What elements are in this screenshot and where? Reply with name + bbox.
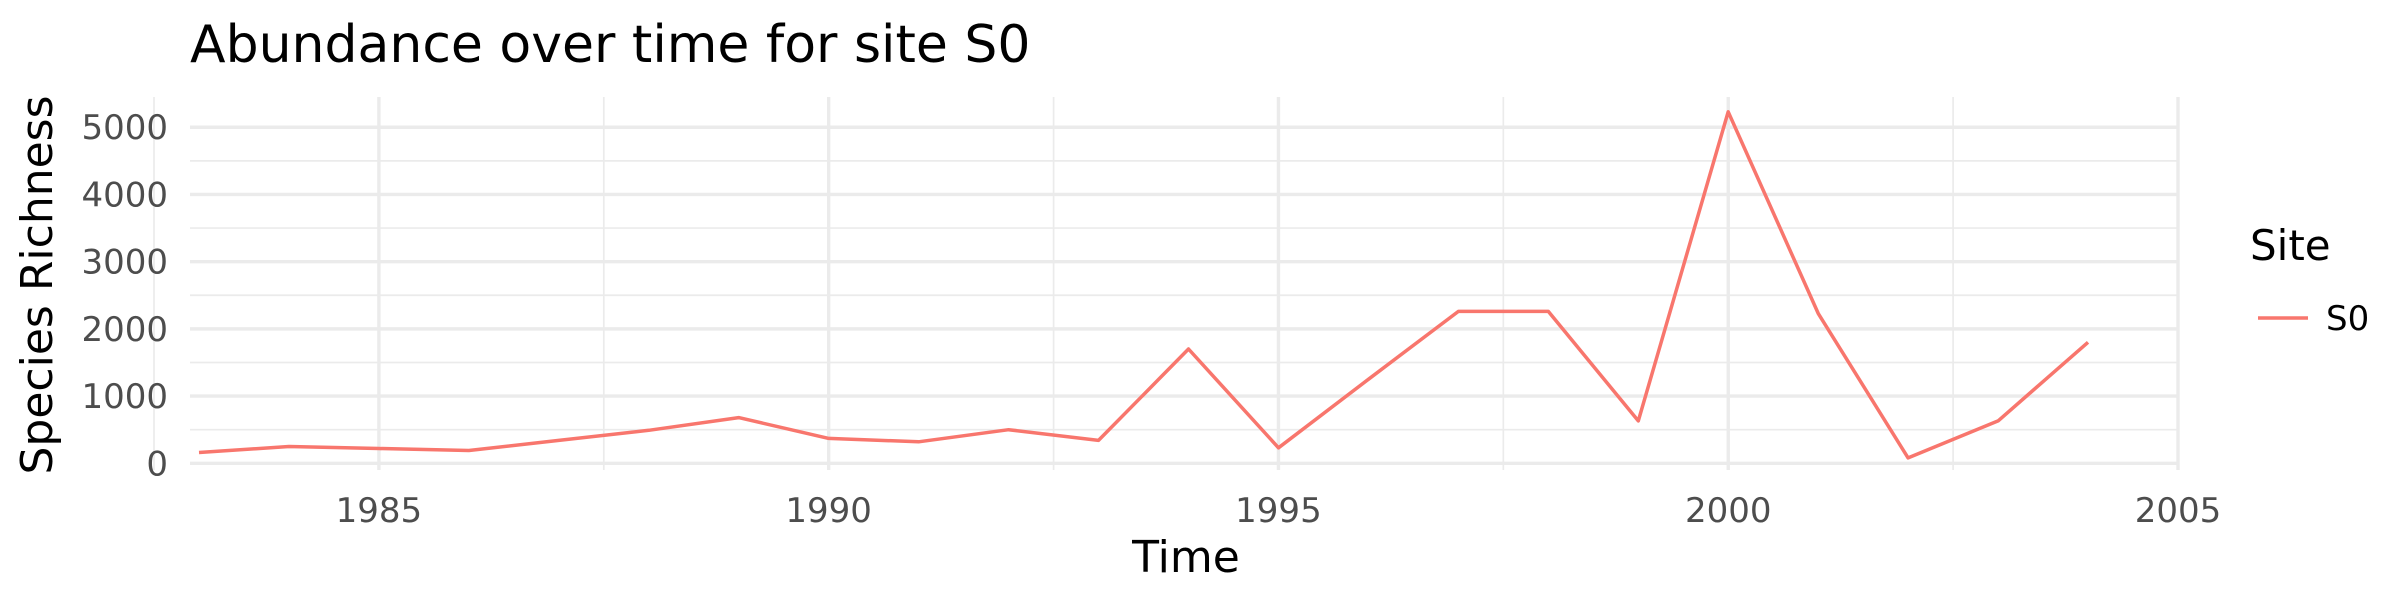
y-axis-ticks: 0 1000 2000 3000 4000 5000 <box>81 108 168 484</box>
x-tick-label: 2000 <box>1685 491 1772 531</box>
y-tick-label: 3000 <box>81 243 168 283</box>
legend-label-s0: S0 <box>2326 299 2369 339</box>
y-tick-label: 5000 <box>81 108 168 148</box>
series-line-s0 <box>198 110 2090 460</box>
y-tick-label: 1000 <box>81 377 168 417</box>
x-tick-label: 1985 <box>336 491 423 531</box>
y-tick-label: 4000 <box>81 175 168 215</box>
y-axis-title: Species Richness <box>12 95 63 474</box>
grid <box>153 97 2180 470</box>
x-tick-label: 1995 <box>1235 491 1322 531</box>
x-tick-label: 2005 <box>2135 491 2222 531</box>
chart-title: Abundance over time for site S0 <box>190 15 1031 75</box>
legend-title: Site <box>2250 221 2331 270</box>
legend: Site S0 <box>2250 221 2369 339</box>
x-tick-label: 1990 <box>785 491 872 531</box>
y-tick-label: 2000 <box>81 310 168 350</box>
x-axis-title: Time <box>1131 532 1240 583</box>
x-axis-ticks: 1985 1990 1995 2000 2005 <box>336 491 2222 531</box>
y-tick-label: 0 <box>146 444 168 484</box>
series-layer <box>198 110 2090 460</box>
